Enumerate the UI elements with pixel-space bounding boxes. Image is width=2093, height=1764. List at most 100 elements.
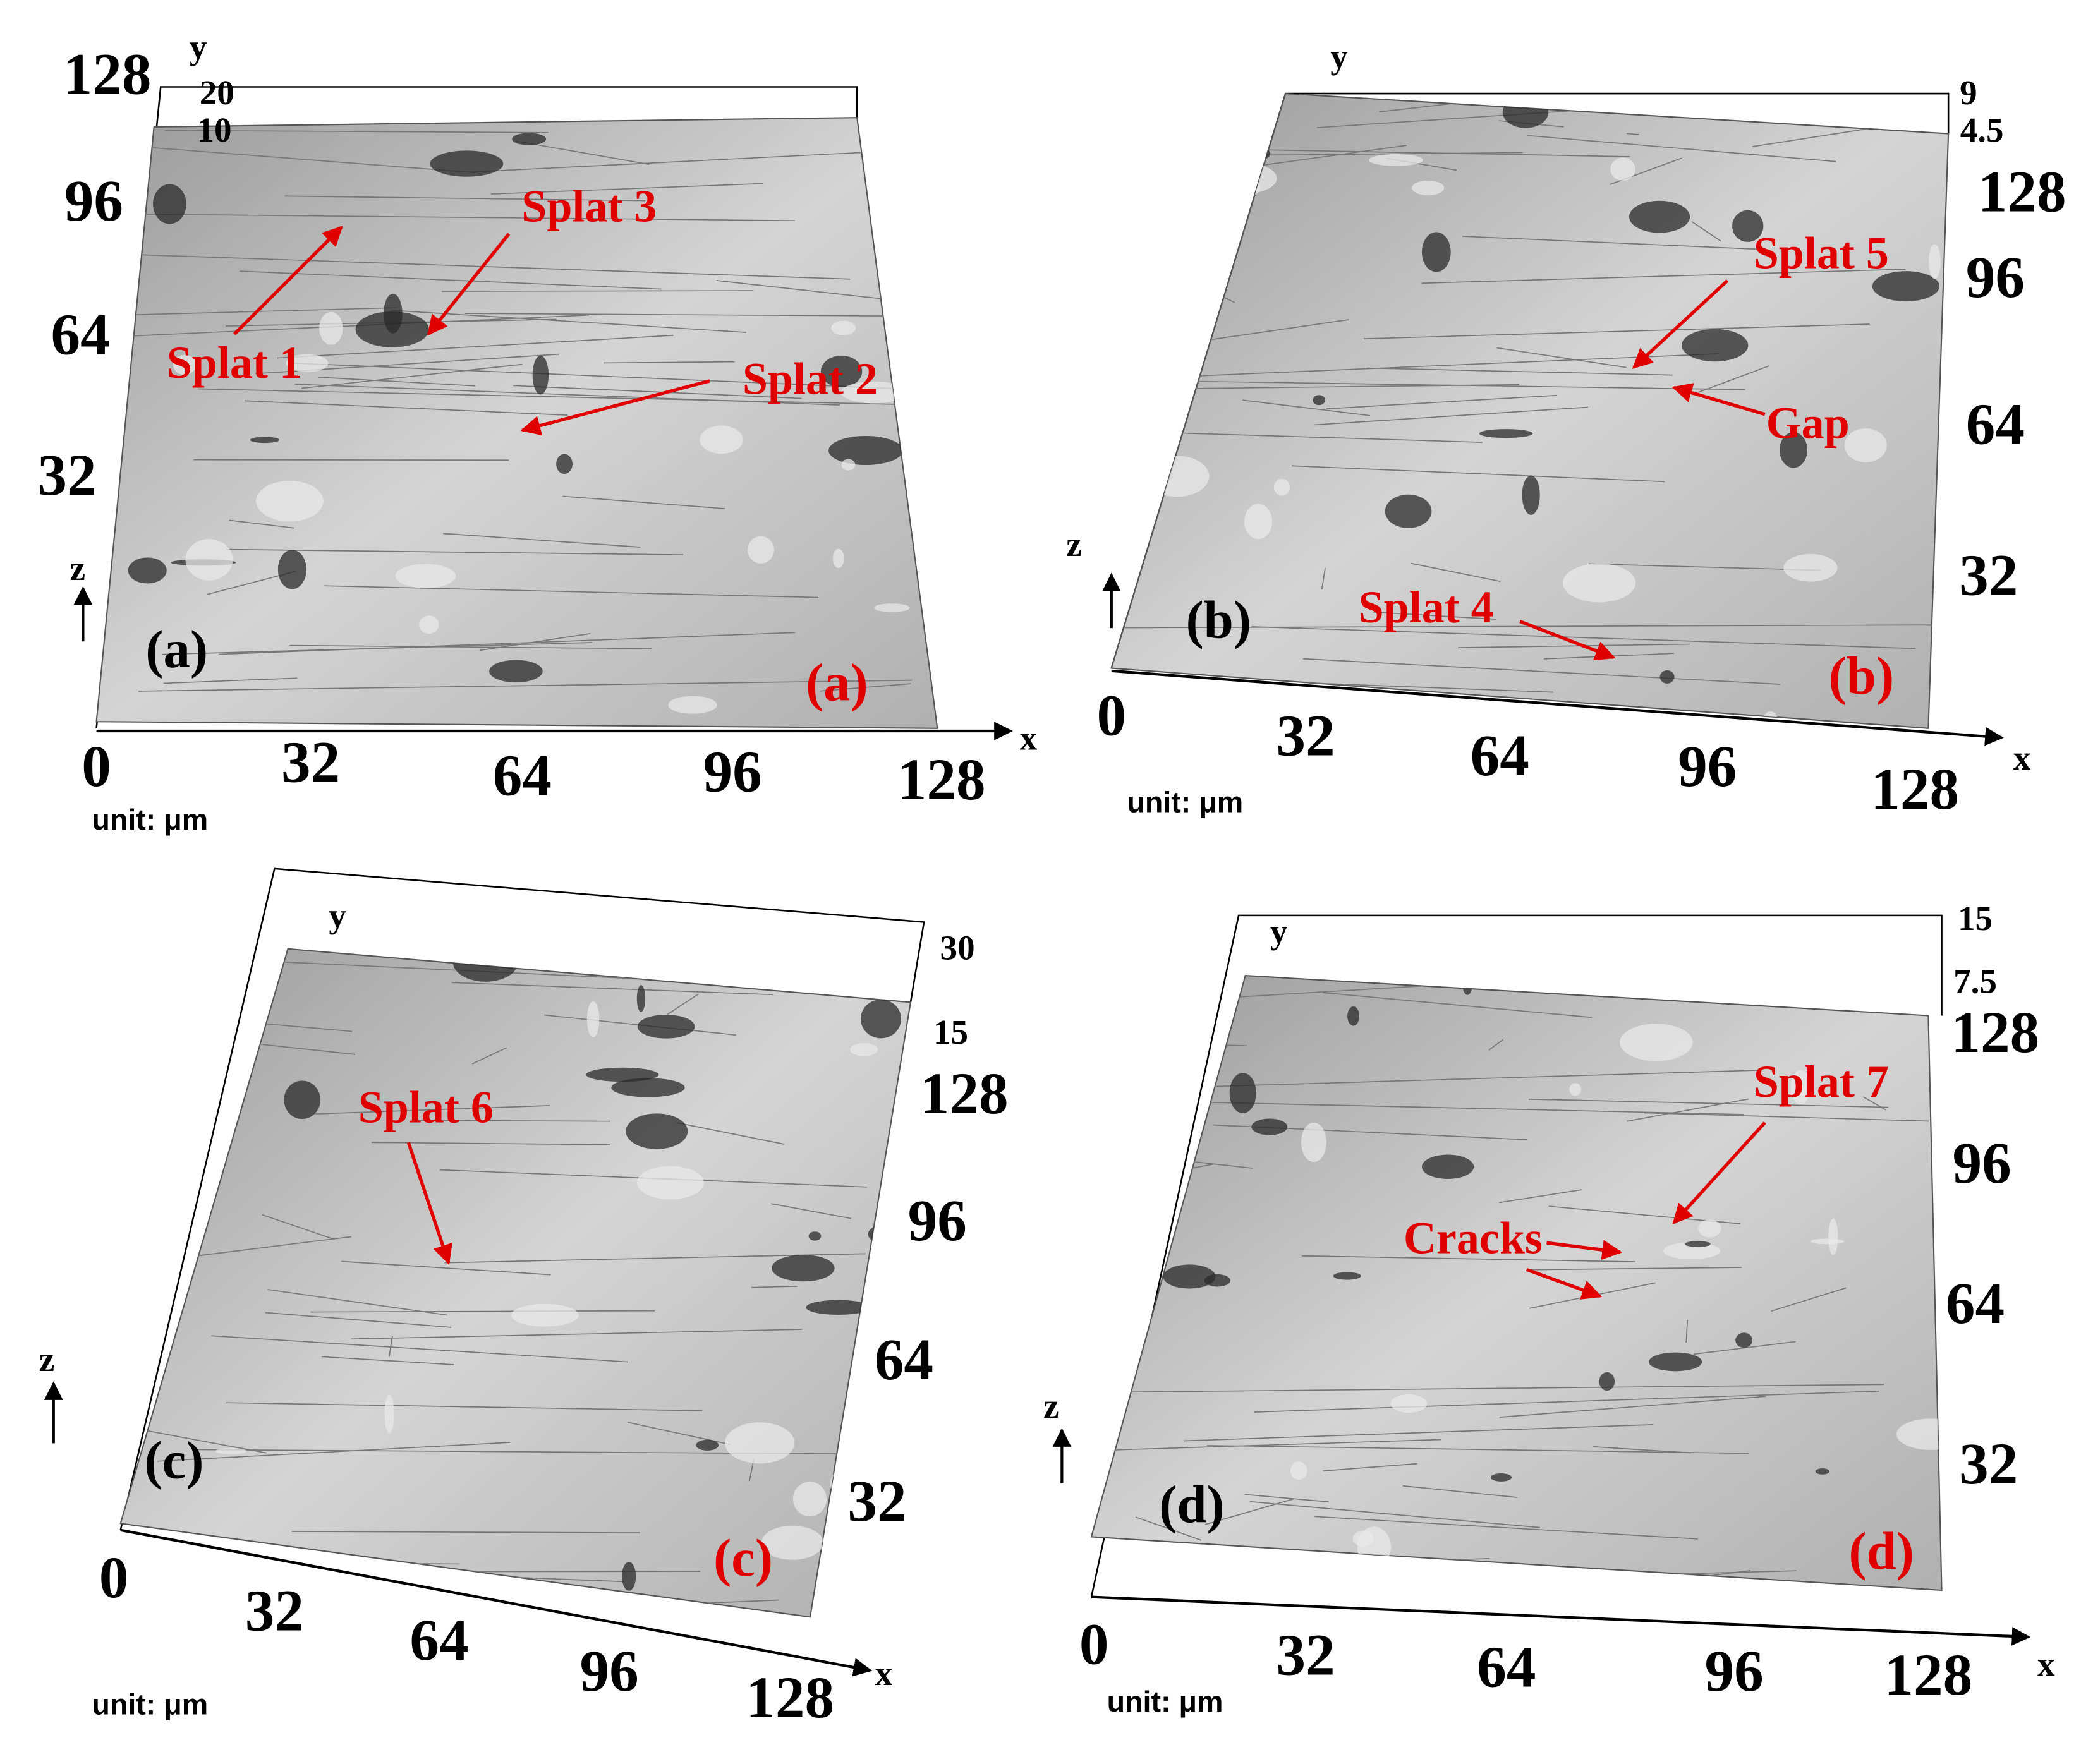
z-axis-name: z — [1043, 1387, 1059, 1425]
blob — [215, 1448, 247, 1454]
annotation-arrow — [1546, 1240, 1623, 1260]
scratch — [1321, 567, 1326, 590]
blob — [1462, 976, 1473, 995]
scratch — [1862, 1096, 1886, 1111]
blob — [1783, 553, 1838, 582]
blob — [1762, 711, 1779, 728]
blob — [1244, 504, 1273, 540]
blob — [832, 548, 844, 569]
scratch — [324, 585, 818, 598]
scratch — [1314, 406, 1588, 426]
z-tick-label: 15 — [1958, 899, 1993, 938]
x-tick-label: 64 — [1471, 723, 1529, 788]
y-tick-label: 96 — [1966, 245, 2025, 310]
blob — [772, 1254, 835, 1282]
y-tick-label: 32 — [37, 443, 96, 508]
scratch — [128, 213, 795, 222]
x-axis — [120, 1528, 873, 1677]
blob — [193, 948, 213, 977]
annotation-arrow — [1671, 383, 1766, 416]
y-axis-name: y — [1270, 912, 1288, 951]
blob — [167, 1084, 186, 1109]
blob — [1223, 145, 1271, 163]
scratch — [1242, 399, 1370, 416]
scratch — [1771, 1287, 1847, 1312]
x-tick-label: 64 — [1477, 1635, 1536, 1700]
z-tick-label: 9 — [1960, 73, 1977, 112]
blob — [636, 1166, 704, 1200]
blob — [1872, 271, 1940, 302]
scratch — [310, 1310, 655, 1313]
blob — [153, 184, 186, 224]
scratch — [193, 459, 509, 461]
surface — [95, 117, 938, 729]
x-tick-label: 96 — [1678, 734, 1737, 799]
scratch — [391, 310, 747, 333]
annotation: Splat 6 — [358, 1082, 494, 1132]
blob — [806, 1300, 871, 1315]
scratch — [211, 1335, 628, 1363]
blob — [831, 320, 856, 335]
scratch — [1204, 1498, 1295, 1525]
x-tick-label: 64 — [410, 1608, 468, 1673]
x-tick-label: 32 — [245, 1579, 304, 1644]
scratch — [1125, 430, 1483, 443]
x-tick-label: 32 — [1276, 1623, 1335, 1688]
x-tick-label: 128 — [1871, 757, 1959, 822]
frame — [1090, 914, 1943, 1597]
blob — [489, 660, 543, 683]
scratch — [820, 683, 911, 692]
blob — [185, 539, 233, 581]
scratch — [1373, 611, 1497, 620]
scratch — [341, 1260, 551, 1276]
scratch — [1462, 236, 1764, 250]
scratch — [1184, 1101, 1745, 1115]
scratch — [603, 361, 735, 364]
z-tick-label: 30 — [940, 929, 975, 967]
x-tick-label: 0 — [1096, 684, 1126, 749]
x-tick-label: 0 — [1079, 1612, 1109, 1677]
blob — [1681, 329, 1749, 362]
blob — [284, 1080, 321, 1120]
panel-label: (d) — [1848, 1523, 1914, 1581]
blob — [1357, 1526, 1392, 1568]
blob — [920, 504, 938, 536]
blob — [1290, 1461, 1307, 1480]
annotation-arrow — [1519, 620, 1616, 661]
scratch — [140, 1429, 267, 1454]
blob — [626, 1113, 688, 1149]
blob — [1369, 154, 1423, 166]
x-tick-label: 0 — [99, 1545, 129, 1610]
blob — [173, 354, 197, 375]
x-axis-name: x — [875, 1654, 893, 1693]
x-axis — [1091, 1595, 2031, 1646]
unit-label: unit: μm — [92, 1688, 208, 1720]
x-tick-label: 32 — [281, 730, 340, 795]
scratch — [1302, 658, 1780, 685]
scratch — [198, 388, 901, 405]
blob — [355, 311, 429, 347]
blob — [792, 1482, 827, 1517]
blob — [1421, 232, 1451, 272]
texture — [102, 130, 938, 714]
blob — [1562, 563, 1636, 603]
annotation-arrow — [406, 1142, 452, 1265]
blob — [120, 962, 181, 977]
blob — [1779, 432, 1808, 468]
scratch — [1094, 1384, 1884, 1393]
blob — [1144, 456, 1210, 497]
scratch — [1499, 1396, 1766, 1418]
frame — [119, 867, 925, 1531]
blob — [1844, 428, 1888, 462]
blob — [1385, 494, 1432, 528]
blob — [395, 564, 456, 588]
blob — [1502, 96, 1549, 128]
blob — [384, 1394, 394, 1434]
scratch — [1588, 563, 1822, 571]
y-tick-label: 96 — [1953, 1131, 2011, 1196]
blob — [1479, 429, 1533, 438]
x-tick-label: 32 — [1276, 703, 1335, 768]
blob — [1599, 1372, 1615, 1391]
scratch — [233, 949, 289, 967]
